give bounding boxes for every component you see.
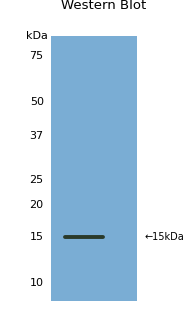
Text: 10: 10 — [30, 278, 44, 288]
Text: Western Blot: Western Blot — [61, 0, 146, 12]
Bar — [51, 36, 137, 301]
Text: 25: 25 — [30, 175, 44, 185]
Text: ←15kDa: ←15kDa — [144, 232, 184, 242]
Text: 15: 15 — [30, 232, 44, 242]
Text: 50: 50 — [30, 97, 44, 107]
Text: kDa: kDa — [26, 31, 48, 41]
Text: 20: 20 — [30, 200, 44, 210]
Text: 37: 37 — [30, 131, 44, 141]
Text: 75: 75 — [30, 51, 44, 61]
